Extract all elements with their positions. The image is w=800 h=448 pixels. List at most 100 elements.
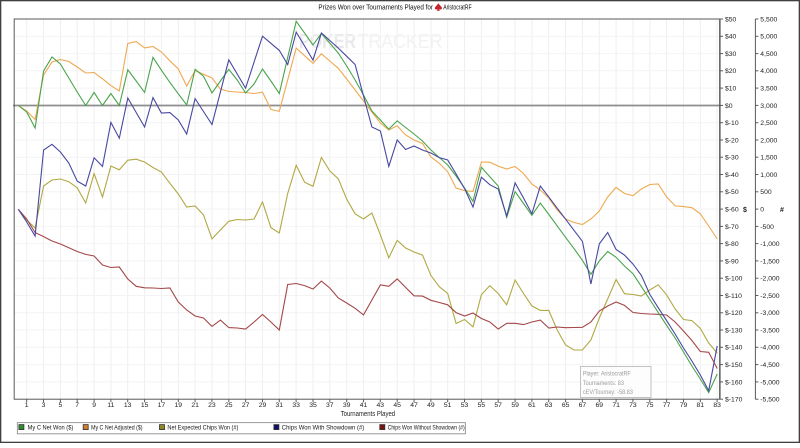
svg-text:1,000: 1,000 <box>760 172 777 179</box>
svg-text:13: 13 <box>124 402 132 409</box>
svg-text:$40: $40 <box>725 34 737 41</box>
svg-text:3,500: 3,500 <box>760 86 777 93</box>
svg-text:41: 41 <box>360 402 368 409</box>
svg-text:$50: $50 <box>725 16 737 23</box>
svg-text:43: 43 <box>377 402 385 409</box>
svg-text:5: 5 <box>59 402 63 409</box>
svg-text:39: 39 <box>343 402 351 409</box>
svg-text:cEV/Tourney: -58.83: cEV/Tourney: -58.83 <box>583 389 633 396</box>
svg-text:75: 75 <box>646 402 654 409</box>
svg-text:7: 7 <box>75 402 79 409</box>
svg-text:$30: $30 <box>725 51 737 58</box>
svg-text:My C Net Won ($): My C Net Won ($) <box>28 424 74 431</box>
svg-text:$-140: $-140 <box>725 345 743 352</box>
svg-text:POKER: POKER <box>299 30 356 53</box>
svg-text:5,000: 5,000 <box>760 34 777 41</box>
svg-text:-4,000: -4,000 <box>760 345 779 352</box>
svg-text:2,500: 2,500 <box>760 120 777 127</box>
svg-text:71: 71 <box>612 402 620 409</box>
svg-text:-1,500: -1,500 <box>760 258 779 265</box>
svg-text:37: 37 <box>326 402 334 409</box>
svg-text:Chips Won Without Showdown (#): Chips Won Without Showdown (#) <box>388 424 465 431</box>
svg-text:$-110: $-110 <box>725 293 742 300</box>
svg-text:-2,000: -2,000 <box>760 276 779 283</box>
svg-text:31: 31 <box>276 402 284 409</box>
svg-text:$-20: $-20 <box>725 137 739 144</box>
svg-text:$-170: $-170 <box>725 397 743 404</box>
svg-text:51: 51 <box>444 402 452 409</box>
svg-text:$0: $0 <box>725 103 733 110</box>
svg-text:AristocratRF: AristocratRF <box>443 5 471 12</box>
svg-text:-5,000: -5,000 <box>760 379 779 386</box>
svg-text:-1,000: -1,000 <box>760 241 779 248</box>
svg-text:1: 1 <box>25 402 29 409</box>
svg-text:$-10: $-10 <box>725 120 739 127</box>
svg-text:Tournaments: 83: Tournaments: 83 <box>583 380 624 387</box>
svg-text:-3,000: -3,000 <box>760 310 779 317</box>
svg-text:$20: $20 <box>725 68 737 75</box>
svg-text:61: 61 <box>528 402 536 409</box>
svg-text:53: 53 <box>461 402 469 409</box>
svg-text:$10: $10 <box>725 86 737 93</box>
svg-text:$-40: $-40 <box>725 172 739 179</box>
svg-text:25: 25 <box>225 402 233 409</box>
svg-text:79: 79 <box>680 402 688 409</box>
svg-text:27: 27 <box>242 402 250 409</box>
svg-text:55: 55 <box>478 402 486 409</box>
svg-text:3: 3 <box>42 402 46 409</box>
svg-text:4,500: 4,500 <box>760 51 777 58</box>
svg-text:Net Expected Chips Won (#): Net Expected Chips Won (#) <box>167 424 238 431</box>
svg-text:15: 15 <box>141 402 149 409</box>
svg-text:21: 21 <box>191 402 199 409</box>
svg-text:1,500: 1,500 <box>760 155 777 162</box>
svg-text:#: # <box>780 207 784 214</box>
svg-text:4,000: 4,000 <box>760 68 777 75</box>
svg-text:-3,500: -3,500 <box>760 327 779 334</box>
svg-text:73: 73 <box>629 402 637 409</box>
svg-text:19: 19 <box>175 402 183 409</box>
svg-text:$-160: $-160 <box>725 379 743 386</box>
svg-text:TRACKER: TRACKER <box>358 30 443 53</box>
svg-text:$-90: $-90 <box>725 258 739 265</box>
svg-text:81: 81 <box>697 402 705 409</box>
svg-text:45: 45 <box>393 402 401 409</box>
svg-text:Chips Won With Showdown (#): Chips Won With Showdown (#) <box>282 424 365 431</box>
svg-text:59: 59 <box>511 402 519 409</box>
svg-text:3,000: 3,000 <box>760 103 777 110</box>
svg-text:63: 63 <box>545 402 553 409</box>
svg-text:$-120: $-120 <box>725 310 743 317</box>
svg-text:35: 35 <box>309 402 317 409</box>
svg-text:$: $ <box>743 207 747 214</box>
svg-text:$-80: $-80 <box>725 241 739 248</box>
svg-text:Prizes Won over Tournaments Pl: Prizes Won over Tournaments Played for <box>318 5 433 12</box>
svg-text:$-100: $-100 <box>725 276 743 283</box>
svg-text:57: 57 <box>494 402 502 409</box>
svg-text:29: 29 <box>259 402 267 409</box>
svg-text:47: 47 <box>410 402 418 409</box>
svg-text:$-60: $-60 <box>725 207 739 214</box>
svg-text:$-70: $-70 <box>725 224 739 231</box>
svg-text:-5,500: -5,500 <box>760 397 779 404</box>
svg-text:$-130: $-130 <box>725 327 743 334</box>
svg-text:-2,500: -2,500 <box>760 293 779 300</box>
svg-text:11: 11 <box>107 402 114 409</box>
svg-text:-4,500: -4,500 <box>760 362 779 369</box>
svg-text:$-50: $-50 <box>725 189 739 196</box>
svg-text:17: 17 <box>158 402 166 409</box>
svg-text:83: 83 <box>713 402 721 409</box>
svg-text:23: 23 <box>208 402 216 409</box>
svg-text:-500: -500 <box>760 224 774 231</box>
svg-text:2,000: 2,000 <box>760 137 777 144</box>
svg-text:49: 49 <box>427 402 435 409</box>
svg-text:77: 77 <box>663 402 671 409</box>
svg-text:65: 65 <box>562 402 570 409</box>
svg-text:67: 67 <box>579 402 587 409</box>
svg-text:Tournaments Played: Tournaments Played <box>341 411 395 418</box>
svg-text:69: 69 <box>596 402 604 409</box>
svg-text:$-30: $-30 <box>725 155 739 162</box>
svg-text:$-150: $-150 <box>725 362 743 369</box>
svg-text:Player: AristocratRF: Player: AristocratRF <box>583 370 631 377</box>
svg-text:33: 33 <box>292 402 300 409</box>
svg-text:500: 500 <box>760 189 772 196</box>
svg-text:My C Net Adjusted ($): My C Net Adjusted ($) <box>91 424 142 431</box>
